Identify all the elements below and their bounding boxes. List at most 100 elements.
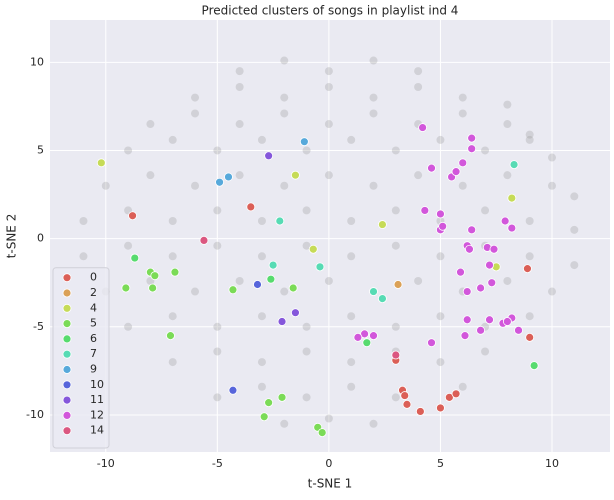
background-point xyxy=(168,135,177,144)
x-tick-label: -10 xyxy=(97,457,115,470)
cluster-point xyxy=(228,285,238,295)
background-point xyxy=(503,120,512,129)
background-point xyxy=(391,393,400,402)
cluster-point xyxy=(444,392,454,402)
cluster-point xyxy=(253,280,262,289)
y-tick-label: -5 xyxy=(33,320,44,333)
cluster-point xyxy=(362,338,372,348)
background-point xyxy=(168,312,177,321)
background-point xyxy=(280,419,289,428)
legend-label: 7 xyxy=(90,347,97,360)
background-point xyxy=(458,109,467,118)
background-point xyxy=(391,146,400,155)
background-point xyxy=(481,146,490,155)
cluster-point xyxy=(436,403,445,413)
cluster-point xyxy=(451,389,461,399)
cluster-point xyxy=(465,244,474,254)
points xyxy=(79,56,579,438)
cluster-point xyxy=(148,283,158,293)
background-point xyxy=(414,171,423,180)
legend-label: 2 xyxy=(90,286,97,299)
background-point xyxy=(257,135,266,144)
background-point xyxy=(369,419,378,428)
cluster-point xyxy=(502,317,512,326)
cluster-point xyxy=(199,236,209,245)
background-point xyxy=(324,120,333,129)
cluster-point xyxy=(507,193,517,203)
background-point xyxy=(414,67,423,76)
background-point xyxy=(436,252,445,261)
background-point xyxy=(302,322,311,331)
background-point xyxy=(458,181,467,190)
background-point xyxy=(458,382,467,391)
x-tick-label: -5 xyxy=(212,457,223,470)
background-point xyxy=(324,414,333,423)
background-point xyxy=(369,56,378,65)
cluster-point xyxy=(360,329,369,339)
cluster-point xyxy=(467,133,477,143)
cluster-point xyxy=(315,262,325,272)
background-point xyxy=(525,130,534,139)
background-point xyxy=(414,83,423,92)
cluster-point xyxy=(393,280,403,289)
background-point xyxy=(347,217,356,226)
background-point xyxy=(235,83,244,92)
cluster-point xyxy=(523,264,532,274)
background-point xyxy=(191,287,200,296)
background-point xyxy=(213,393,222,402)
y-tick-label: 10 xyxy=(30,55,44,68)
background-point xyxy=(547,287,556,296)
x-tick-label: 10 xyxy=(545,457,559,470)
cluster-point xyxy=(166,331,175,341)
cluster-point xyxy=(150,271,160,281)
background-point xyxy=(570,192,579,201)
background-point xyxy=(257,252,266,261)
background-point xyxy=(302,146,311,155)
background-point xyxy=(168,217,177,226)
legend-marker xyxy=(62,365,72,374)
background-point xyxy=(146,171,155,180)
cluster-point xyxy=(489,244,499,254)
cluster-point xyxy=(418,123,427,132)
legend: 0 2 4 5 6 7 9 10 11 12 14 xyxy=(52,267,110,449)
cluster-point xyxy=(264,398,274,408)
cluster-point xyxy=(529,361,539,371)
background-point xyxy=(324,83,333,92)
cluster-point xyxy=(268,260,278,270)
cluster-point xyxy=(228,385,238,395)
legend-label: 9 xyxy=(90,363,97,376)
cluster-point xyxy=(266,274,276,284)
background-point xyxy=(168,358,177,367)
cluster-point xyxy=(353,332,363,342)
background-point xyxy=(235,120,244,129)
cluster-point xyxy=(170,267,180,277)
x-tick-label: 5 xyxy=(437,457,444,470)
background-point xyxy=(481,347,490,356)
background-point xyxy=(257,358,266,367)
background-point xyxy=(235,276,244,285)
background-point xyxy=(503,171,512,180)
background-point xyxy=(280,109,289,118)
cluster-point xyxy=(128,211,137,221)
background-point xyxy=(79,252,88,261)
background-point xyxy=(525,252,534,261)
background-point xyxy=(124,146,133,155)
legend-marker xyxy=(62,273,72,283)
background-point xyxy=(547,153,556,162)
background-point xyxy=(347,382,356,391)
cluster-point xyxy=(462,287,472,296)
cluster-point xyxy=(130,253,140,263)
cluster-point xyxy=(277,392,287,402)
cluster-point xyxy=(415,407,425,416)
cluster-point xyxy=(121,283,131,293)
background-point xyxy=(525,312,534,321)
background-point xyxy=(280,93,289,102)
cluster-point xyxy=(460,331,470,341)
cluster-point xyxy=(277,317,287,326)
cluster-point xyxy=(427,163,436,173)
background-point xyxy=(436,358,445,367)
background-point xyxy=(324,171,333,180)
legend-label: 6 xyxy=(90,332,97,345)
cluster-point xyxy=(509,160,519,169)
background-point xyxy=(324,67,333,76)
